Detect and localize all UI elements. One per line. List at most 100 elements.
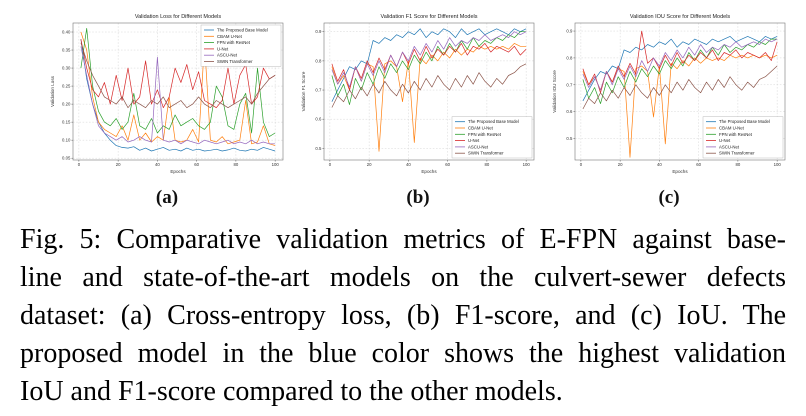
y-tick-label: 0.7 (566, 82, 573, 87)
legend-label: ASCU-Net (217, 53, 238, 58)
y-axis-label: Validation F1 Score (301, 71, 306, 111)
chart-b-validation-f1: Validation F1 Score for Different Models… (297, 10, 539, 209)
y-tick-label: 0.35 (62, 48, 71, 53)
y-tick-label: 0.8 (315, 58, 322, 63)
x-tick-label: 40 (657, 162, 662, 167)
x-tick-label: 80 (485, 162, 490, 167)
series-line (80, 46, 276, 145)
subfigure-label-a: (a) (155, 187, 179, 208)
y-tick-label: 0.6 (315, 117, 322, 122)
y-axis-label: Validation Loss (50, 75, 55, 107)
x-tick-label: 80 (234, 162, 239, 167)
series-line (80, 42, 276, 109)
legend-label: U-Net (719, 138, 731, 143)
y-axis-label: Validation IOU Score (552, 70, 557, 113)
legend-box (451, 116, 533, 159)
series-line (331, 31, 527, 105)
chart-a-validation-loss: Validation Loss for Different Models 0 20 4… (46, 10, 288, 209)
subfigure-label-c: (c) (658, 187, 680, 208)
series-line (331, 43, 527, 91)
legend-label: The Proposed Base Model (468, 119, 519, 124)
x-tick-label: 100 (523, 162, 531, 167)
series-line (80, 39, 276, 109)
series-line (80, 39, 276, 152)
chart-title: Validation F1 Score for Different Models (380, 14, 477, 20)
x-tick-label: 60 (194, 162, 199, 167)
caption-line-1: Fig. 5: Comparative validation metrics o… (20, 224, 786, 255)
y-tick-label: 0.6 (566, 109, 573, 114)
x-tick-label: 60 (696, 162, 701, 167)
figure-5-chart-row: Validation Loss for Different Models 0 20 4… (46, 10, 794, 209)
chart-b-canvas: Validation F1 Score for Different Models… (301, 14, 535, 174)
legend-label: The Proposed Base Model (719, 119, 770, 124)
plot-border (574, 22, 786, 161)
legend-label: CBAM U-Net (468, 126, 494, 131)
plot-border (72, 22, 284, 161)
x-tick-label: 100 (272, 162, 280, 167)
caption-line-5: IoU and F1-score compared to the other m… (20, 376, 563, 407)
legend-label: FPN with ResNet (217, 40, 251, 45)
y-tick-label: 0.30 (62, 66, 71, 71)
chart-c-canvas: Validation IOU Score for Different Model… (552, 14, 786, 174)
caption-line-3: dataset: (a) Cross-entropy loss, (b) F1-… (20, 300, 786, 331)
x-tick-label: 40 (406, 162, 411, 167)
y-tick-label: 0.40 (62, 30, 71, 35)
x-tick-label: 60 (445, 162, 450, 167)
legend-label: SWIN Transformer (719, 151, 755, 156)
y-tick-label: 0.15 (62, 120, 71, 125)
y-tick-label: 0.5 (315, 146, 322, 151)
x-tick-label: 80 (736, 162, 741, 167)
x-tick-label: 0 (78, 162, 81, 167)
series-line (582, 36, 778, 102)
series-line (331, 31, 527, 88)
chart-c-validation-iou: Validation IOU Score for Different Model… (548, 10, 790, 209)
y-tick-label: 0.8 (566, 55, 573, 60)
legend-label: FPN with ResNet (719, 132, 753, 137)
y-tick-label: 0.5 (566, 136, 573, 141)
series-line (582, 65, 778, 110)
x-tick-label: 100 (774, 162, 782, 167)
legend-label: CBAM U-Net (217, 34, 243, 39)
y-tick-label: 0.9 (566, 29, 573, 34)
chart-title: Validation Loss for Different Models (135, 14, 222, 20)
caption-line-2: line and state-of-the-art models on the … (20, 262, 786, 293)
y-tick-label: 0.7 (315, 88, 322, 93)
x-axis-label: Epochs (672, 169, 688, 174)
series-line (582, 38, 778, 91)
figure-caption: Fig. 5: Comparative validation metrics o… (0, 221, 806, 411)
legend-label: SWIN Transformer (468, 151, 504, 156)
legend-label: CBAM U-Net (719, 126, 745, 131)
series-line (80, 31, 276, 146)
x-tick-label: 20 (618, 162, 623, 167)
subfigure-label-b: (b) (406, 187, 430, 208)
x-tick-label: 0 (580, 162, 583, 167)
legend-label: FPN with ResNet (468, 132, 502, 137)
legend-label: The Proposed Base Model (217, 28, 268, 33)
series-line (582, 38, 778, 104)
x-tick-label: 20 (116, 162, 121, 167)
series-line (582, 30, 778, 94)
series-line (582, 54, 778, 158)
series-line (331, 63, 527, 108)
x-axis-label: Epochs (170, 169, 186, 174)
y-tick-label: 0.9 (315, 29, 322, 34)
y-tick-label: 0.20 (62, 102, 71, 107)
legend-label: ASCU-Net (719, 144, 740, 149)
x-tick-label: 40 (155, 162, 160, 167)
legend-label: SWIN Transformer (217, 59, 253, 64)
legend-label: U-Net (468, 138, 480, 143)
x-tick-label: 0 (329, 162, 332, 167)
series-line (331, 28, 527, 102)
legend-label: U-Net (217, 46, 229, 51)
legend-label: ASCU-Net (468, 144, 489, 149)
chart-title: Validation IOU Score for Different Model… (630, 14, 731, 20)
legend-box (702, 116, 784, 159)
chart-a-canvas: Validation Loss for Different Models 0 20 4… (50, 14, 284, 174)
legend-box (200, 24, 282, 67)
y-tick-label: 0.10 (62, 138, 71, 143)
plot-border (323, 22, 535, 161)
y-tick-label: 0.05 (62, 156, 71, 161)
y-tick-label: 0.25 (62, 84, 71, 89)
x-tick-label: 20 (367, 162, 372, 167)
